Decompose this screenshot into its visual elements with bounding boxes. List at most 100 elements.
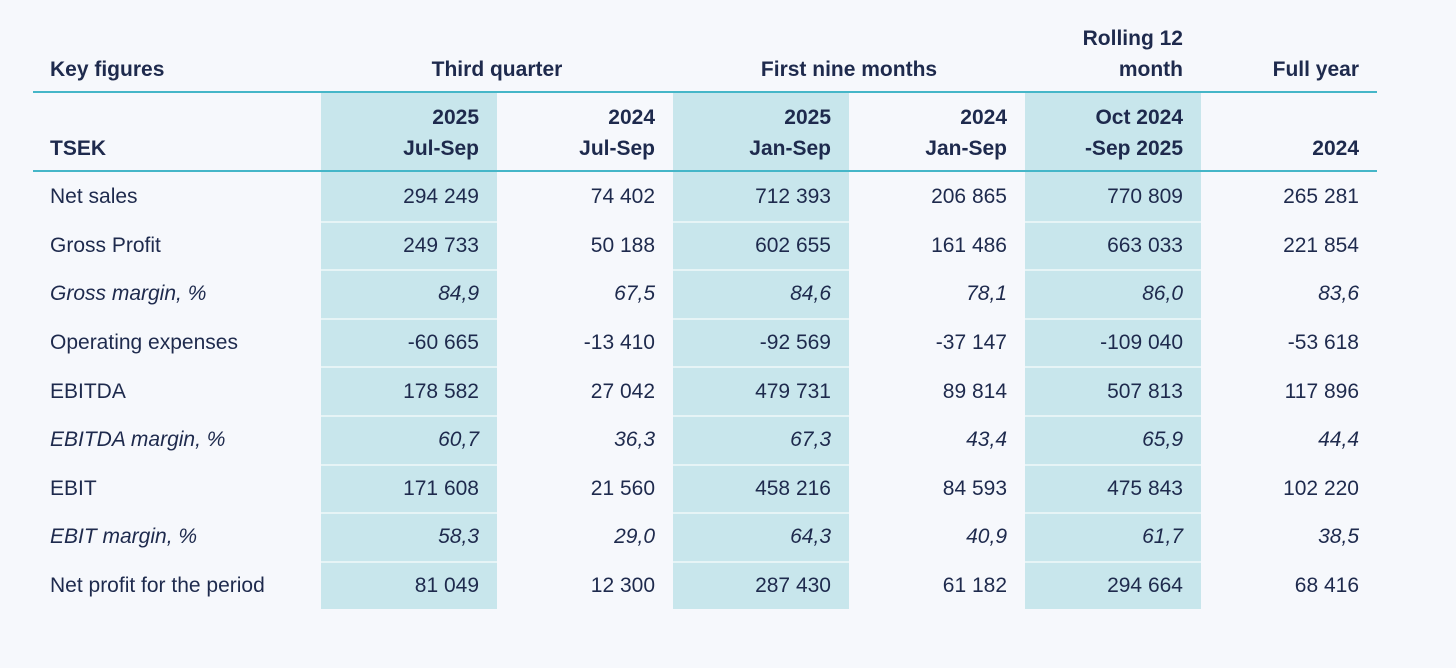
cell-value: 27 042 [590,379,655,403]
cell-value: -109 040 [1025,317,1201,367]
cell-value: 84 593 [942,476,1007,500]
cell-value: 61 182 [942,574,1007,598]
cell-value: -53 618 [1287,331,1359,355]
cell-value: 602 655 [673,220,849,270]
table-row: Gross margin, % 84,9 67,5 84,6 78,1 86,0 83,6 [33,269,1377,318]
cell-value: 60,7 [321,414,497,464]
header-rolling-line1: Rolling 12 [1082,27,1183,50]
cell-value: 287 430 [673,560,849,610]
subheader-period: Jan-Sep [749,137,831,160]
subheader-9m-2025: 2025 Jan-Sep [673,93,849,172]
header-rolling-line2: month [1118,58,1183,81]
cell-value: -13 410 [583,331,655,355]
cell-value: 117 896 [1284,379,1359,403]
cell-value: 21 560 [590,476,655,500]
subheader-year: Oct 2024 [1095,106,1183,129]
cell-value: -37 147 [935,331,1007,355]
cell-value: 61,7 [1025,512,1201,561]
subheader-year: 2024 [960,106,1007,129]
cell-value: 249 733 [321,220,497,270]
subheader-period: -Sep 2025 [1084,137,1183,160]
subheader-9m-2024: 2024 Jan-Sep [849,93,1025,172]
cell-value: 458 216 [673,463,849,513]
cell-value: 67,3 [673,414,849,464]
row-label: EBITDA margin, % [50,428,226,452]
row-label: EBIT [50,476,97,500]
cell-value: 770 809 [1025,172,1201,221]
row-label: Gross margin, % [50,282,207,306]
unit-label: TSEK [33,93,321,172]
subheader-period: Jan-Sep [925,137,1007,160]
subheader-rolling: Oct 2024 -Sep 2025 [1025,93,1201,172]
cell-value: 265 281 [1283,185,1359,209]
cell-value: -92 569 [673,317,849,367]
cell-value: 64,3 [673,512,849,561]
table-row: Net profit for the period 81 049 12 300 287… [33,560,1377,610]
subheader-year [1219,102,1359,133]
cell-value: 475 843 [1025,463,1201,513]
cell-value: 206 865 [931,185,1007,209]
cell-value: 479 731 [673,366,849,415]
header-group-row: Key figures Third quarter First nine mon… [33,23,1377,93]
cell-value: 44,4 [1318,428,1359,452]
cell-value: 663 033 [1025,220,1201,270]
subheader-period: Jul-Sep [579,137,655,160]
table-row: Operating expenses -60 665 -13 410 -92 569 -… [33,317,1377,367]
cell-value: 171 608 [321,463,497,513]
table-row: EBIT margin, % 58,3 29,0 64,3 40,9 61,7 38,5 [33,512,1377,561]
cell-value: 161 486 [931,233,1007,257]
table-title: Key figures [33,23,321,93]
cell-value: 507 813 [1025,366,1201,415]
cell-value: 294 249 [321,172,497,221]
cell-value: 36,3 [614,428,655,452]
cell-value: 221 854 [1283,233,1359,257]
subheader-period: 2024 [1312,137,1359,160]
table-row: Net sales 294 249 74 402 712 393 206 865 770 … [33,172,1377,221]
table-row: EBITDA margin, % 60,7 36,3 67,3 43,4 65,9 44,4 [33,414,1377,464]
header-third-quarter: Third quarter [321,23,673,93]
subheader-q3-2024: 2024 Jul-Sep [497,93,673,172]
row-label: EBITDA [50,379,126,403]
cell-value: 83,6 [1318,282,1359,306]
subheader-q3-2025: 2025 Jul-Sep [321,93,497,172]
subheader-period: Jul-Sep [403,137,479,160]
subheader-year: 2025 [784,106,831,129]
cell-value: 67,5 [614,282,655,306]
row-label: Net sales [50,185,138,209]
header-full-year: Full year [1201,23,1377,93]
cell-value: 178 582 [321,366,497,415]
cell-value: 43,4 [966,428,1007,452]
cell-value: 78,1 [966,282,1007,306]
cell-value: 74 402 [590,185,655,209]
cell-value: -60 665 [321,317,497,367]
cell-value: 38,5 [1318,525,1359,549]
table-row: Gross Profit 249 733 50 188 602 655 161 486 6… [33,220,1377,270]
subheader-year: 2025 [432,106,479,129]
cell-value: 50 188 [590,233,655,257]
cell-value: 58,3 [321,512,497,561]
cell-value: 712 393 [673,172,849,221]
cell-value: 84,6 [673,269,849,318]
header-rolling-12-month: Rolling 12 month [1025,23,1201,93]
row-label: Operating expenses [50,331,238,355]
cell-value: 29,0 [614,525,655,549]
row-label: Gross Profit [50,233,161,257]
cell-value: 84,9 [321,269,497,318]
subheader-year: 2024 [608,106,655,129]
cell-value: 65,9 [1025,414,1201,464]
cell-value: 81 049 [321,560,497,610]
cell-value: 102 220 [1283,476,1359,500]
subheader-row: TSEK 2025 Jul-Sep 2024 Jul-Sep 2025 Jan-… [33,93,1377,172]
row-label: EBIT margin, % [50,525,198,549]
header-first-nine-months: First nine months [673,23,1025,93]
table-row: EBITDA 178 582 27 042 479 731 89 814 507 813 1… [33,366,1377,415]
key-figures-table: Key figures Third quarter First nine mon… [33,23,1377,610]
cell-value: 86,0 [1025,269,1201,318]
row-label: Net profit for the period [50,574,265,598]
subheader-full-year-2024: 2024 [1201,93,1377,172]
table-body: Net sales 294 249 74 402 712 393 206 865 770 … [33,172,1377,610]
cell-value: 12 300 [590,574,655,598]
cell-value: 68 416 [1294,574,1359,598]
cell-value: 294 664 [1025,560,1201,610]
